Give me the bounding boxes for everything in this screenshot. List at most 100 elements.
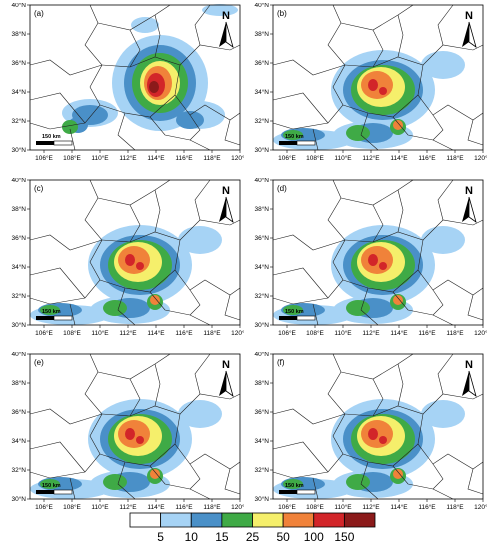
north-arrow-icon: N (462, 185, 477, 223)
lon-tick-label: 110°E (91, 503, 109, 511)
lon-tick-label: 110°E (334, 503, 352, 511)
north-label: N (222, 10, 230, 22)
boundary-line (467, 119, 484, 146)
boundary-line (189, 114, 201, 141)
north-arrow-right (225, 370, 234, 397)
boundary-line (392, 465, 454, 500)
panel-label: (c) (34, 184, 44, 193)
scale-bar-label: 150 km (285, 309, 304, 315)
precipitation-field (273, 50, 465, 150)
scale-bar-black (279, 141, 297, 145)
precip-contour (136, 262, 144, 270)
precip-contour (103, 474, 127, 490)
north-arrow-left (462, 22, 469, 47)
boundary-line (417, 64, 484, 121)
lon-tick-label: 114°E (147, 329, 165, 337)
scale-bar: 150 km (279, 134, 316, 146)
lat-tick-label: 30°N (11, 321, 26, 329)
lat-tick-label: 36°N (254, 59, 269, 67)
lon-tick-label: 118°E (446, 154, 464, 162)
map-frame (272, 179, 484, 326)
lon-tick-label: 116°E (175, 154, 193, 162)
precip-contour (421, 400, 465, 428)
precip-contour (136, 436, 144, 444)
lat-tick-label: 32°N (11, 117, 26, 125)
boundary-line (392, 116, 454, 151)
north-arrow-right (225, 196, 234, 223)
boundary-line (149, 116, 211, 151)
scale-bar: 150 km (279, 483, 316, 495)
lon-tick-label: 114°E (390, 154, 408, 162)
lat-tick-label: 40°N (11, 3, 26, 9)
precip-contour (150, 469, 160, 479)
lon-tick-label: 120°E (231, 329, 244, 337)
lon-tick-label: 108°E (306, 154, 324, 162)
lat-tick-label: 34°N (11, 88, 26, 96)
lat-tick-label: 34°N (11, 437, 26, 445)
boundary-line (397, 14, 404, 58)
lat-tick-label: 32°N (254, 466, 269, 474)
north-label: N (222, 359, 230, 371)
boundary-line (29, 267, 86, 299)
map-frame (29, 4, 241, 151)
lat-tick-label: 38°N (11, 205, 26, 213)
scale-bar-label: 150 km (285, 483, 304, 489)
lon-tick-label: 110°E (91, 329, 109, 337)
lat-tick-label: 30°N (254, 495, 269, 503)
precip-contour (149, 81, 159, 93)
north-arrow-left (219, 197, 226, 222)
north-arrow-right (468, 370, 477, 397)
map-panel: 30°N 32°N 34°N 36°N 38°N 40°N 106°E 108°E 110°E 1… (254, 178, 487, 337)
boundary-line (432, 289, 444, 316)
boundary-line (29, 234, 103, 251)
colorbar-label: 50 (276, 530, 290, 544)
map-frame (272, 353, 484, 500)
north-arrow-icon: N (462, 359, 477, 397)
boundary-line (174, 64, 241, 121)
precip-contour (346, 125, 370, 141)
lat-tick-label: 36°N (254, 408, 269, 416)
boundary-line (272, 441, 329, 473)
boundary-line (360, 112, 379, 151)
colorbar-label: 10 (185, 530, 199, 544)
scale-bar-label: 150 km (42, 483, 61, 489)
boundary-line (342, 94, 419, 118)
lat-tick-label: 36°N (11, 408, 26, 416)
boundary-line (467, 468, 484, 495)
scale-bar-black (279, 490, 297, 494)
lon-tick-label: 120°E (474, 329, 487, 337)
boundary-line (272, 59, 346, 76)
scale-bar-white (296, 140, 316, 146)
map-panel: 30°N 32°N 34°N 36°N 38°N 40°N 106°E 108°E 110°E 1… (11, 178, 244, 337)
boundary-line (417, 413, 484, 470)
boundary-line (467, 294, 484, 321)
province-boundaries (29, 4, 241, 151)
boundary-line (174, 413, 241, 470)
boundary-line (432, 114, 444, 141)
boundary-line (154, 14, 161, 58)
colorbar-label: 100 (304, 530, 324, 544)
lat-tick-label: 30°N (11, 146, 26, 154)
boundary-line (117, 112, 136, 151)
boundary-line (69, 303, 76, 326)
north-label: N (465, 185, 473, 197)
scale-bar-label: 150 km (42, 134, 61, 140)
precip-contour (368, 79, 378, 91)
lon-tick-label: 108°E (63, 329, 81, 337)
lat-tick-label: 34°N (254, 88, 269, 96)
lon-tick-label: 108°E (306, 329, 324, 337)
lon-tick-label: 114°E (147, 503, 165, 511)
precip-contour (150, 295, 160, 305)
scale-bar-black (36, 490, 54, 494)
boundary-line (69, 128, 76, 151)
scale-bar: 150 km (36, 134, 73, 146)
boundary-line (97, 179, 171, 206)
boundary-line (372, 29, 384, 68)
precip-contour (346, 300, 370, 316)
boundary-line (29, 59, 103, 76)
lat-tick-label: 32°N (254, 117, 269, 125)
north-arrow-icon: N (219, 185, 234, 223)
map-panel: 30°N 32°N 34°N 36°N 38°N 40°N 106°E 108°E 110°E 1… (254, 3, 487, 162)
panel-label: (d) (277, 184, 287, 193)
lat-tick-label: 38°N (11, 30, 26, 38)
